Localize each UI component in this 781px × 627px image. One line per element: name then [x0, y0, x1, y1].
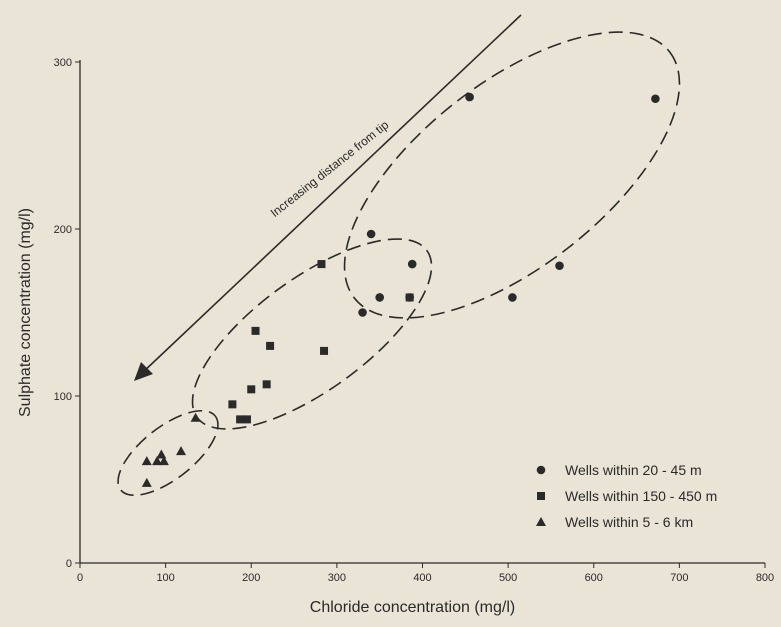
outline-group-150-450m [191, 238, 433, 430]
legend-label: Wells within 20 - 45 m [565, 462, 702, 478]
x-tick-label: 300 [328, 572, 346, 584]
x-tick-label: 0 [77, 572, 83, 584]
point-circle [407, 259, 417, 269]
point-circle [651, 94, 660, 104]
point-square [247, 385, 256, 394]
x-tick-label: 400 [413, 572, 431, 584]
outline-group-5-6km [117, 409, 219, 497]
arrow-head [134, 362, 153, 381]
point-circle [358, 308, 367, 317]
x-tick-label: 800 [756, 572, 774, 584]
x-axis-title: Chloride concentration (mg/l) [310, 599, 515, 616]
annotation-label: Increasing distance from tip [268, 118, 392, 221]
x-tick-label: 600 [585, 572, 603, 584]
outline-group-20-45m [343, 31, 681, 319]
legend-marker-square [537, 492, 545, 500]
legend-marker-triangle [536, 517, 546, 526]
point-triangle [190, 412, 201, 422]
y-tick-label: 300 [54, 57, 72, 69]
point-triangle [152, 456, 163, 466]
group-outlines [117, 31, 681, 497]
point-triangle [141, 477, 152, 487]
point-square [405, 293, 414, 302]
y-tick-label: 100 [54, 391, 72, 403]
arrow-shaft [140, 14, 522, 375]
y-tick-label: 0 [66, 558, 72, 570]
y-axis-title: Sulphate concentration (mg/l) [17, 208, 34, 417]
point-triangle [158, 456, 169, 466]
point-square [317, 260, 326, 269]
axes-frame: 0 100 200 300 400 500 600 700 800 0 100 200 300 Chlor… [17, 57, 774, 616]
point-circle [508, 293, 517, 302]
point-square [242, 415, 251, 424]
legend-label: Wells within 150 - 450 m [565, 488, 717, 504]
point-triangle [156, 449, 167, 459]
legend: Wells within 20 - 45 m Wells within 150 -… [536, 462, 717, 530]
point-square [236, 415, 245, 424]
distance-arrow: Increasing distance from tip [134, 14, 522, 381]
point-circle [366, 229, 376, 239]
data-points [141, 92, 660, 487]
x-tick-label: 500 [499, 572, 517, 584]
point-circle [465, 92, 474, 102]
point-circle [555, 261, 564, 271]
x-tick-label: 100 [156, 572, 174, 584]
point-square [251, 326, 260, 335]
point-triangle [141, 456, 152, 466]
point-square [320, 346, 329, 355]
legend-marker-circle [536, 465, 546, 475]
point-square [228, 400, 237, 409]
point-square [262, 380, 271, 389]
y-tick-label: 200 [54, 224, 72, 236]
point-circle [375, 293, 384, 302]
point-square [266, 341, 275, 350]
x-tick-label: 700 [670, 572, 688, 584]
legend-label: Wells within 5 - 6 km [565, 514, 693, 530]
point-triangle [176, 446, 187, 456]
x-tick-label: 200 [242, 572, 260, 584]
